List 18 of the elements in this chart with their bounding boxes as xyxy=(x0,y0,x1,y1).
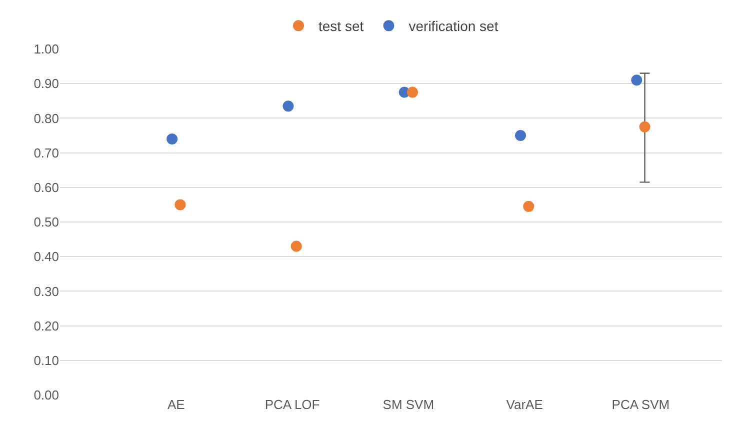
y-tick-label: 0.80 xyxy=(34,110,59,126)
y-tick-label: 0.20 xyxy=(34,318,59,334)
x-tick-label: AE xyxy=(167,397,186,412)
y-tick-label: 0.10 xyxy=(34,352,59,368)
y-tick-label: 0.50 xyxy=(34,214,59,230)
x-tick-label: PCA LOF xyxy=(264,397,320,412)
y-tick-label: 0.90 xyxy=(34,76,59,92)
legend-label: verification set xyxy=(408,18,498,34)
y-tick-label: 0.70 xyxy=(34,145,59,160)
y-tick-label: 1.00 xyxy=(34,42,59,57)
y-tick-label: 0.40 xyxy=(34,249,59,264)
legend-label: test set xyxy=(318,18,364,34)
y-tick-label: 0.60 xyxy=(34,180,59,195)
x-tick-label: SM SVM xyxy=(382,397,434,412)
x-tick-label: PCA SVM xyxy=(612,397,670,412)
y-tick-label: 0.00 xyxy=(34,388,59,403)
x-tick-label: VarAE xyxy=(506,397,544,412)
y-tick-label: 0.30 xyxy=(34,284,59,299)
